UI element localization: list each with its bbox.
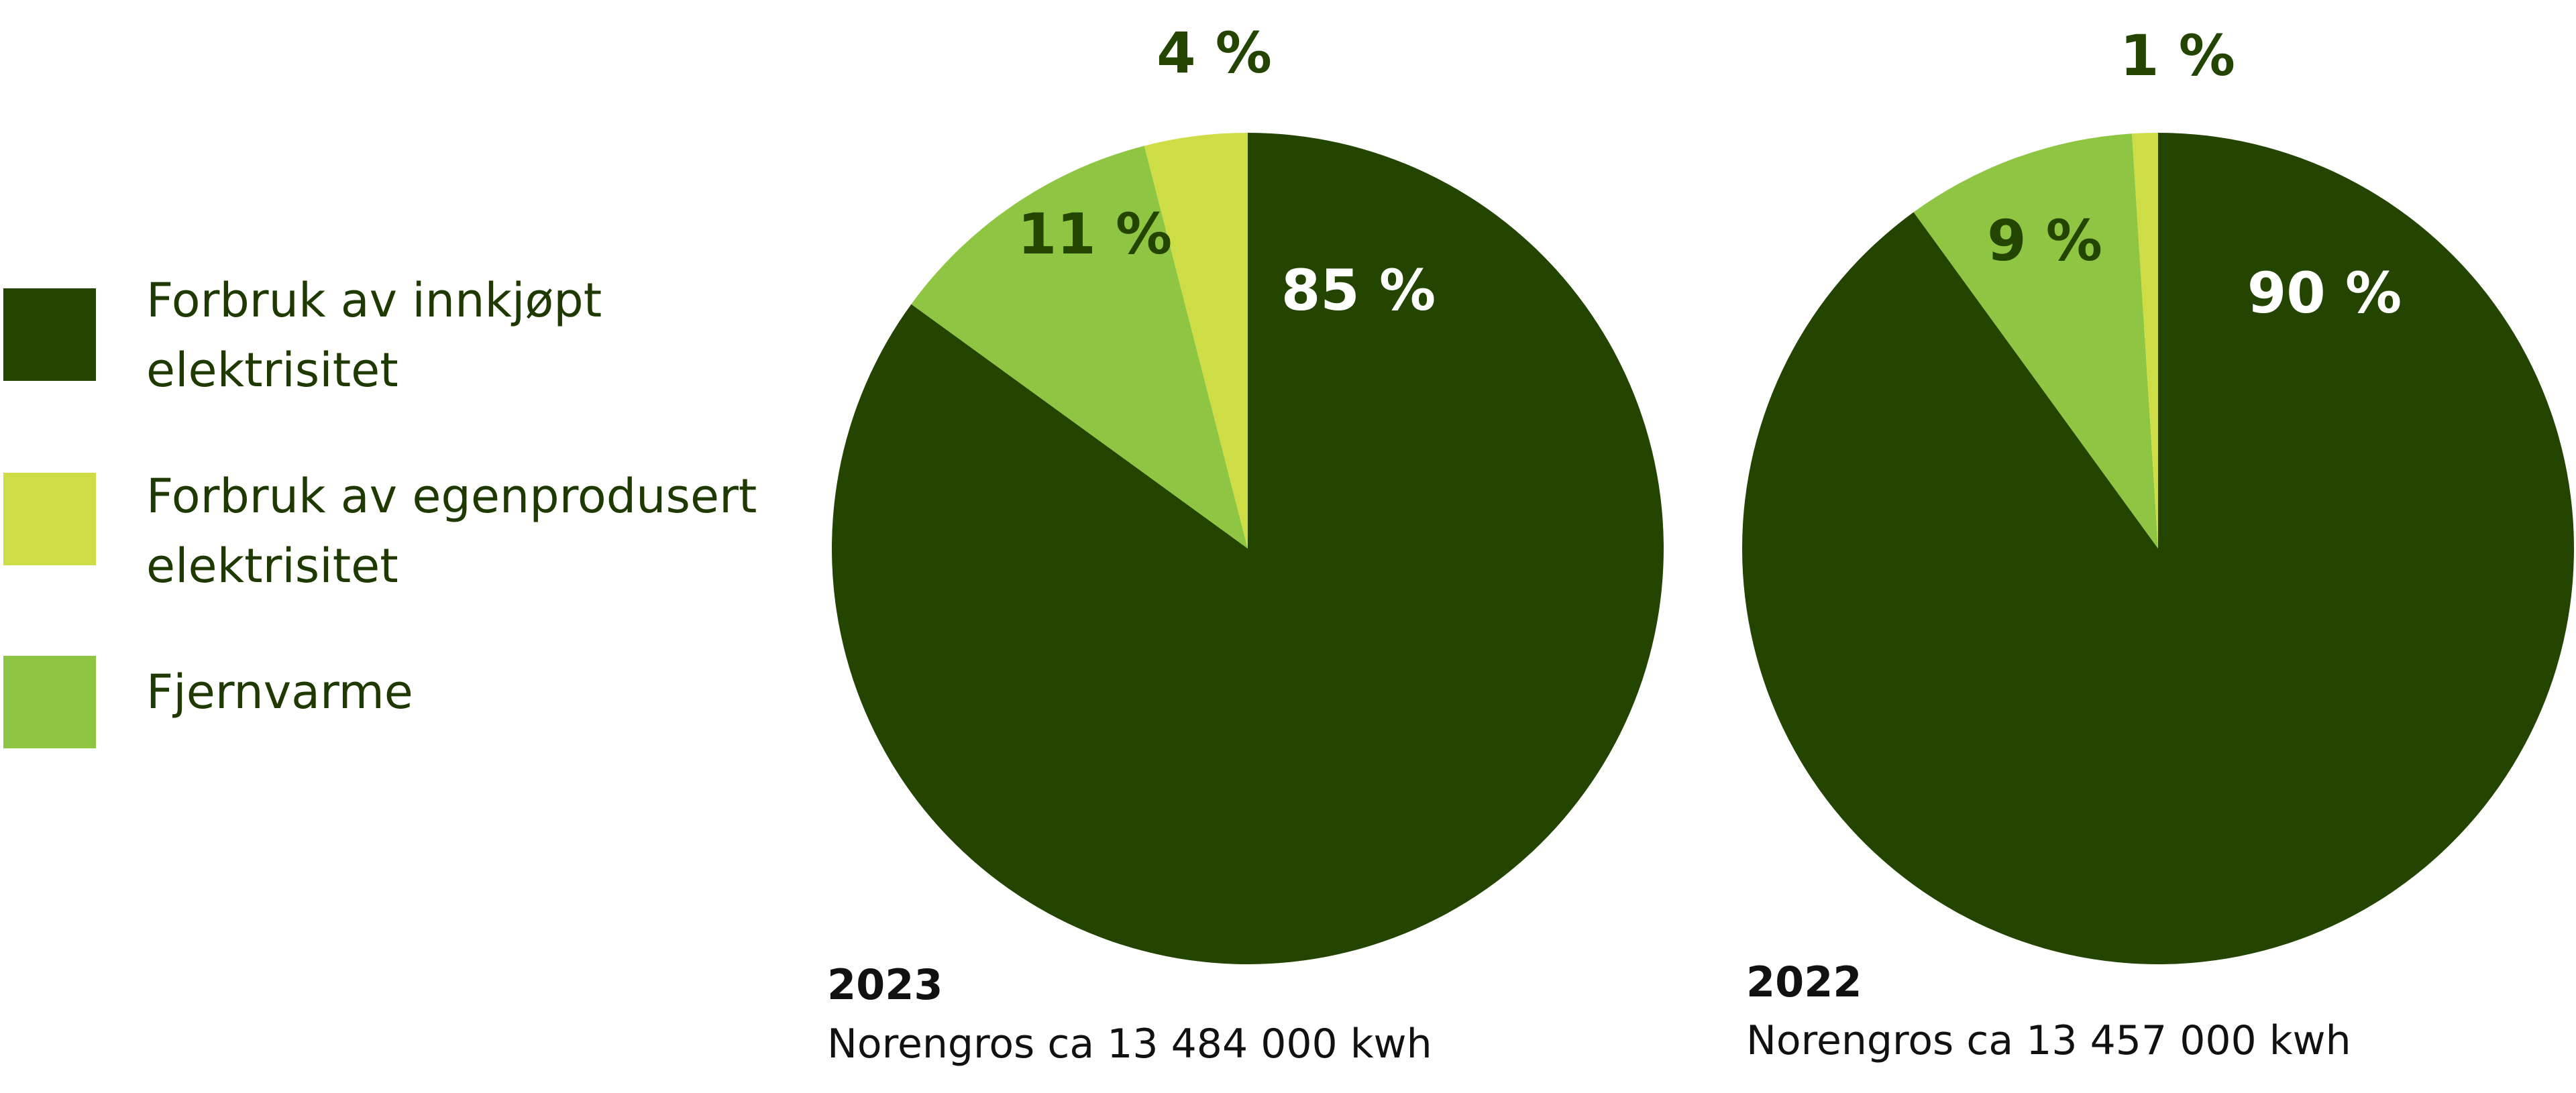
pie-slice-forbruk-av-innkjopt-elektrisitet (1741, 133, 2574, 964)
data-label-forbruk-av-innkjopt-elektrisitet: 85 % (1281, 257, 1436, 323)
legend-label: Forbruk av egenprodusert (146, 469, 757, 524)
legend-label: elektrisitet (146, 343, 398, 398)
legend-label: Forbruk av innkjøpt (146, 273, 602, 328)
pie-year-label: 2023 (827, 960, 943, 1009)
pie-slice-fjernvarme (1913, 133, 2158, 549)
pie-slice-forbruk-av-innkjopt-elektrisitet (831, 133, 1664, 964)
pie-slice-forbruk-av-egenprodusert-elektrisitet (1144, 133, 1248, 549)
data-label-fjernvarme: 9 % (1987, 208, 2102, 274)
pie-caption: Norengros ca 13 484 000 kwh (827, 1021, 1432, 1068)
data-label-forbruk-av-innkjopt-elektrisitet: 90 % (2247, 260, 2402, 326)
pie-year-label: 2022 (1746, 958, 1862, 1006)
legend-label: elektrisitet (146, 538, 398, 593)
legend: Forbruk av innkjøpt elektrisitet Forbruk a… (3, 273, 757, 748)
legend-swatch-fjernvarme (3, 656, 96, 748)
legend-swatch-forbruk-av-egenprodusert-elektrisitet (3, 473, 96, 565)
data-label-fjernvarme: 11 % (1018, 201, 1172, 267)
data-label-forbruk-av-egenprodusert-elektrisitet: 4 % (1157, 20, 1272, 86)
pie-chart-2022: 90 % 9 % 1 % 2022 Norengros ca 13 457 000 kw… (1741, 23, 2574, 1064)
pie-slice-fjernvarme (911, 146, 1248, 549)
legend-swatch-forbruk-av-innkjopt-elektrisitet (3, 288, 96, 381)
legend-label: Fjernvarme (146, 665, 413, 720)
pie-caption: Norengros ca 13 457 000 kwh (1746, 1017, 2351, 1064)
pie-slice-forbruk-av-egenprodusert-elektrisitet (2132, 132, 2158, 549)
pie-chart-2023: 85 % 11 % 4 % 2023 Norengros ca 13 484 000 k… (827, 20, 1664, 1068)
data-label-forbruk-av-egenprodusert-elektrisitet: 1 % (2120, 23, 2235, 89)
